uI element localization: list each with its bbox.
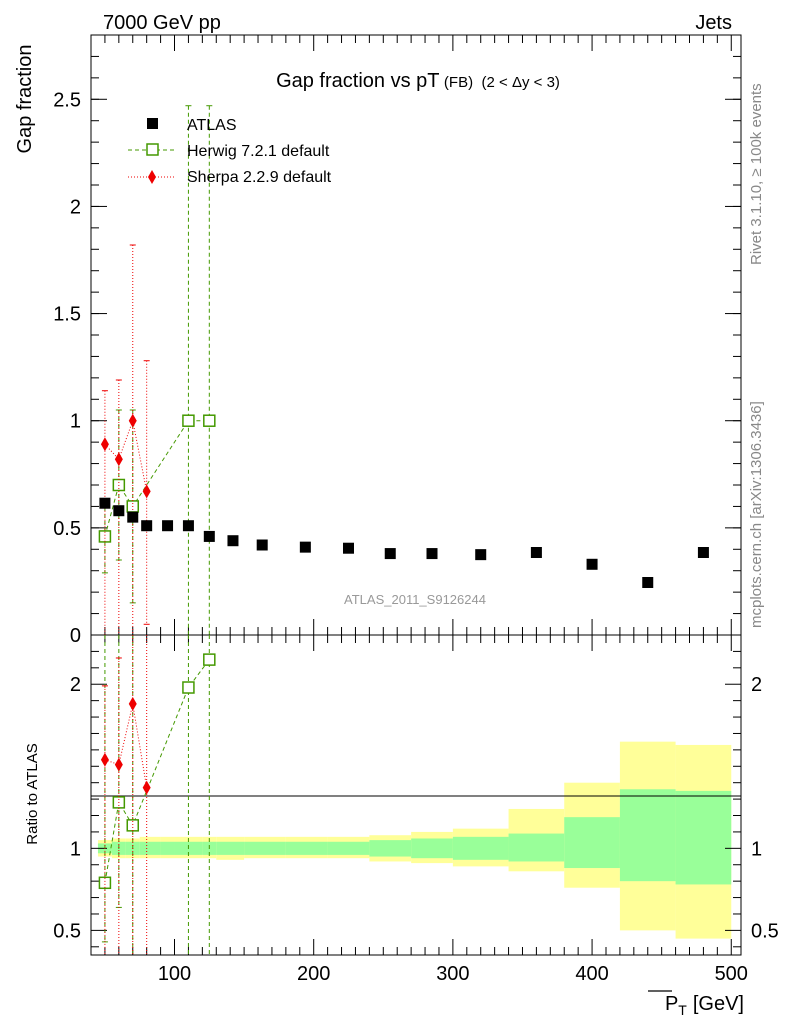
main-y-ticks: 0 0.5 1 1.5 2 2.5	[53, 55, 741, 647]
sherpa-main-point	[100, 437, 109, 452]
ratio-y-tick-label-right: 2	[751, 674, 762, 696]
rivet-label: Rivet 3.1.10, ≥ 100k events	[748, 83, 765, 265]
herwig-main-line	[104, 420, 210, 537]
main-panel: 0 0.5 1 1.5 2 2.5 Gap fraction vs pT (FB) (2 …	[14, 34, 742, 647]
header-jets: Jets	[695, 12, 732, 34]
sherpa-ratio-point	[114, 757, 123, 772]
ratio-x-ticks: 100 200 300 400 500	[104, 635, 748, 985]
herwig-ratio-point	[203, 653, 216, 666]
ratio-x-tick-label: 100	[158, 963, 191, 985]
atlas-main-point	[127, 511, 139, 523]
legend-label-sherpa: Sherpa 2.2.9 default	[187, 169, 332, 186]
herwig-ratio-point	[182, 681, 195, 694]
main-y-tick-label: 1	[70, 411, 81, 433]
main-y-label: Gap fraction	[14, 45, 36, 154]
herwig-main-point	[98, 530, 112, 543]
legend-marker-sherpa	[148, 170, 156, 184]
legend-label-herwig: Herwig 7.2.1 default	[187, 143, 330, 160]
main-x-ticks	[104, 35, 732, 635]
sherpa-main-point	[114, 452, 123, 467]
sherpa-ratio-point	[142, 780, 151, 795]
ratio-x-tick-label: 300	[436, 963, 469, 985]
main-title-text: Gap fraction vs pT	[276, 70, 439, 92]
main-series	[98, 105, 709, 635]
atlas-main-point	[299, 541, 311, 553]
legend-label-atlas: ATLAS	[187, 117, 237, 134]
sherpa-ratio-line	[104, 703, 148, 788]
ratio-x-tick-label: 200	[297, 963, 330, 985]
atlas-main-point	[182, 520, 194, 532]
ratio-stat-band	[564, 817, 620, 869]
ratio-bands	[97, 741, 732, 939]
atlas-main-point	[162, 520, 174, 532]
main-y-tick-label: 2.5	[53, 89, 81, 111]
x-label-p: P	[665, 993, 678, 1015]
x-label-sub: T	[678, 1002, 687, 1018]
sherpa-ratio-point	[100, 752, 109, 767]
ratio-stat-band	[139, 841, 161, 855]
mcplots-label: mcplots.cern.ch [arXiv:1306.3436]	[748, 401, 765, 628]
ratio-y-ticks: 0.5 0.5 1 1 2 2	[53, 650, 779, 948]
header-energy: 7000 GeV pp	[103, 12, 221, 34]
ratio-y-tick-label-right: 0.5	[751, 920, 779, 942]
ratio-y-tick-label: 2	[70, 674, 81, 696]
ratio-x-tick-label: 500	[715, 963, 748, 985]
ratio-stat-band	[452, 836, 509, 860]
sherpa-main-point	[128, 413, 137, 428]
x-label-unit: [GeV]	[693, 993, 744, 1015]
atlas-main-point	[426, 548, 438, 560]
ratio-stat-band	[216, 841, 245, 855]
ratio-y-label: Ratio to ATLAS	[24, 743, 41, 844]
ratio-stat-band	[160, 841, 175, 855]
legend-marker-herwig	[146, 143, 159, 156]
atlas-main-point	[256, 539, 268, 551]
atlas-main-point	[384, 548, 396, 560]
ratio-stat-band	[411, 838, 453, 859]
herwig-ratio-point	[98, 876, 112, 890]
analysis-tag: ATLAS_2011_S9126244	[344, 592, 486, 607]
ratio-stat-band	[675, 790, 732, 885]
ratio-x-tick-label: 400	[575, 963, 608, 985]
ratio-y-tick-label: 0.5	[53, 920, 81, 942]
atlas-main-point	[586, 558, 598, 570]
ratio-stat-band	[244, 841, 286, 855]
main-y-tick-label: 0.5	[53, 518, 81, 540]
ratio-plot-frame	[90, 634, 742, 956]
ratio-series	[98, 635, 216, 955]
atlas-main-point	[99, 497, 111, 509]
sherpa-main-point	[142, 484, 151, 499]
herwig-main-point	[203, 414, 216, 427]
ratio-y-tick-label-right: 1	[751, 838, 762, 860]
atlas-main-point	[475, 549, 487, 561]
ratio-stat-band	[619, 789, 676, 882]
atlas-main-point	[642, 577, 654, 588]
main-y-tick-label: 1.5	[53, 304, 81, 326]
ratio-y-tick-label: 1	[70, 838, 81, 860]
atlas-main-point	[697, 547, 709, 558]
atlas-main-point	[227, 535, 239, 547]
atlas-main-point	[203, 530, 215, 542]
x-axis-label: PT [GeV]	[665, 993, 744, 1018]
ratio-stat-band	[369, 840, 412, 857]
legend-marker-atlas	[147, 118, 158, 129]
sherpa-main-line	[104, 418, 148, 492]
atlas-main-point	[141, 520, 153, 532]
ratio-stat-band	[508, 833, 565, 862]
legend: ATLAS Herwig 7.2.1 default Sherpa 2.2.9 …	[128, 117, 332, 186]
atlas-main-point	[530, 547, 542, 558]
atlas-main-point	[113, 505, 125, 517]
atlas-main-point	[342, 542, 354, 554]
herwig-main-point	[182, 414, 195, 427]
ratio-stat-band	[327, 841, 370, 855]
main-title-range: (2 < Δy < 3)	[482, 74, 560, 91]
sherpa-ratio-point	[128, 696, 137, 711]
ratio-stat-band	[285, 841, 328, 855]
ratio-panel: 0.5 0.5 1 1 2 2 100 200 300 400 500 Ratio to ATLA…	[24, 634, 779, 1018]
main-y-tick-label: 0	[70, 625, 81, 647]
main-title: Gap fraction vs pT (FB) (2 < Δy < 3)	[276, 70, 560, 92]
main-y-tick-label: 2	[70, 196, 81, 218]
main-title-sub: (FB)	[444, 74, 473, 91]
